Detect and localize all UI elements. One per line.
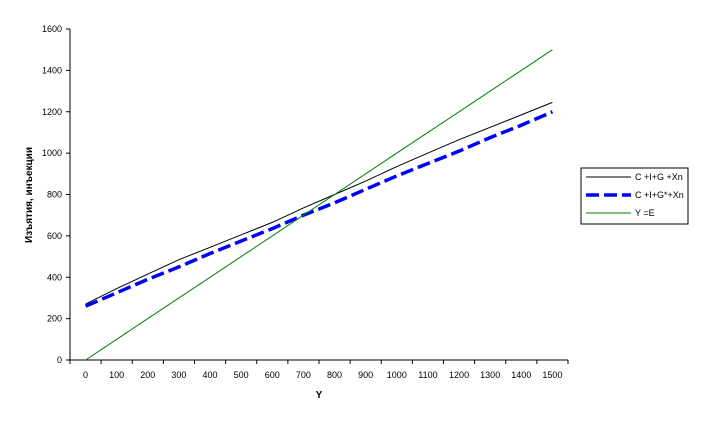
- y-tick-label: 1200: [42, 107, 62, 117]
- x-tick-label: 500: [234, 370, 249, 380]
- x-tick-label: 1500: [542, 370, 562, 380]
- series-line-2: [84, 110, 554, 308]
- x-ticks: 0 100 200 300 400 500 600 700 800 900 1000 1100 1200…: [69, 360, 569, 380]
- x-axis-title: Y: [316, 390, 323, 401]
- y-ticks: 0 200 400 600 800 1000 1200 1400 1600: [42, 24, 70, 365]
- x-tick-label: 1300: [480, 370, 500, 380]
- y-tick-label: 1600: [42, 24, 62, 34]
- axes: [69, 29, 568, 361]
- x-tick-label: 600: [265, 370, 280, 380]
- x-tick-label: 800: [327, 370, 342, 380]
- y-axis-title: Изъятия, инъекции: [24, 147, 35, 243]
- x-tick-label: 1400: [511, 370, 531, 380]
- x-tick-label: 400: [203, 370, 218, 380]
- y-tick-label: 1400: [42, 65, 62, 75]
- y-tick-label: 600: [47, 231, 62, 241]
- series-line-1: [85, 101, 553, 305]
- x-tick-label: 300: [171, 370, 186, 380]
- legend-label-1: C +I+G +Xn: [635, 172, 683, 182]
- x-tick-label: 700: [296, 370, 311, 380]
- y-tick-label: 800: [47, 190, 62, 200]
- x-tick-label: 100: [109, 370, 124, 380]
- x-tick-label: 1200: [449, 370, 469, 380]
- series-line-3: [85, 49, 553, 361]
- y-tick-label: 200: [47, 314, 62, 324]
- legend-label-3: Y =E: [635, 208, 655, 218]
- x-tick-label: 900: [358, 370, 373, 380]
- y-tick-label: 400: [47, 272, 62, 282]
- y-tick-label: 0: [57, 355, 62, 365]
- x-tick-label: 200: [140, 370, 155, 380]
- legend: C +I+G +Xn C +I+G*+Xn Y =E: [580, 167, 689, 225]
- y-tick-label: 1000: [42, 148, 62, 158]
- x-tick-label: 1100: [418, 370, 437, 380]
- x-tick-label: 0: [83, 370, 88, 380]
- x-tick-label: 1000: [387, 370, 407, 380]
- legend-label-2: C +I+G*+Xn: [635, 190, 684, 200]
- series-lines: [84, 49, 554, 361]
